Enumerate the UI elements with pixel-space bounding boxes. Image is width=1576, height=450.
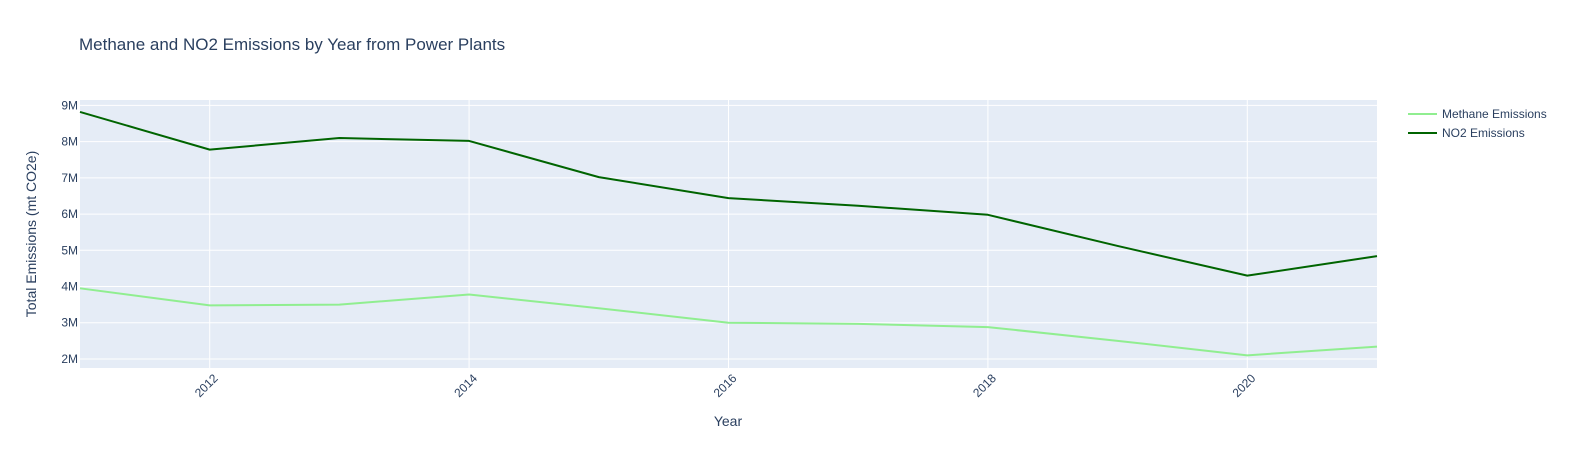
x-tick-label: 2012 — [192, 371, 221, 400]
y-tick-label: 3M — [61, 316, 78, 330]
legend-label: NO2 Emissions — [1442, 126, 1525, 140]
series-methane-emissions — [79, 287, 1378, 357]
chart-title: Methane and NO2 Emissions by Year from P… — [79, 35, 505, 54]
x-tick-label: 2014 — [451, 371, 480, 400]
legend-label: Methane Emissions — [1442, 107, 1547, 121]
series-line — [79, 287, 1378, 357]
y-tick-label: 5M — [61, 243, 78, 257]
series-line — [79, 110, 1378, 277]
x-tick-label: 2016 — [711, 371, 740, 400]
y-tick-label: 4M — [61, 280, 78, 294]
series-no2-emissions — [79, 110, 1378, 277]
x-axis-title: Year — [714, 413, 743, 429]
legend-item[interactable]: NO2 Emissions — [1408, 126, 1525, 140]
legend: Methane Emissions NO2 Emissions — [1408, 107, 1547, 140]
x-tick-label: 2018 — [970, 371, 999, 400]
y-axis-title: Total Emissions (mt CO2e) — [23, 151, 39, 317]
x-axis-ticks: 2012 2014 2016 2018 2020 — [192, 371, 1259, 400]
y-tick-label: 6M — [61, 207, 78, 221]
y-tick-label: 8M — [61, 135, 78, 149]
y-axis-ticks: 2M 3M 4M 5M 6M 7M 8M 9M — [61, 98, 78, 366]
y-tick-label: 7M — [61, 171, 78, 185]
x-tick-label: 2020 — [1230, 371, 1259, 400]
series-lines — [79, 110, 1378, 357]
y-tick-label: 9M — [61, 98, 78, 112]
y-tick-label: 2M — [61, 352, 78, 366]
legend-item[interactable]: Methane Emissions — [1408, 107, 1547, 121]
